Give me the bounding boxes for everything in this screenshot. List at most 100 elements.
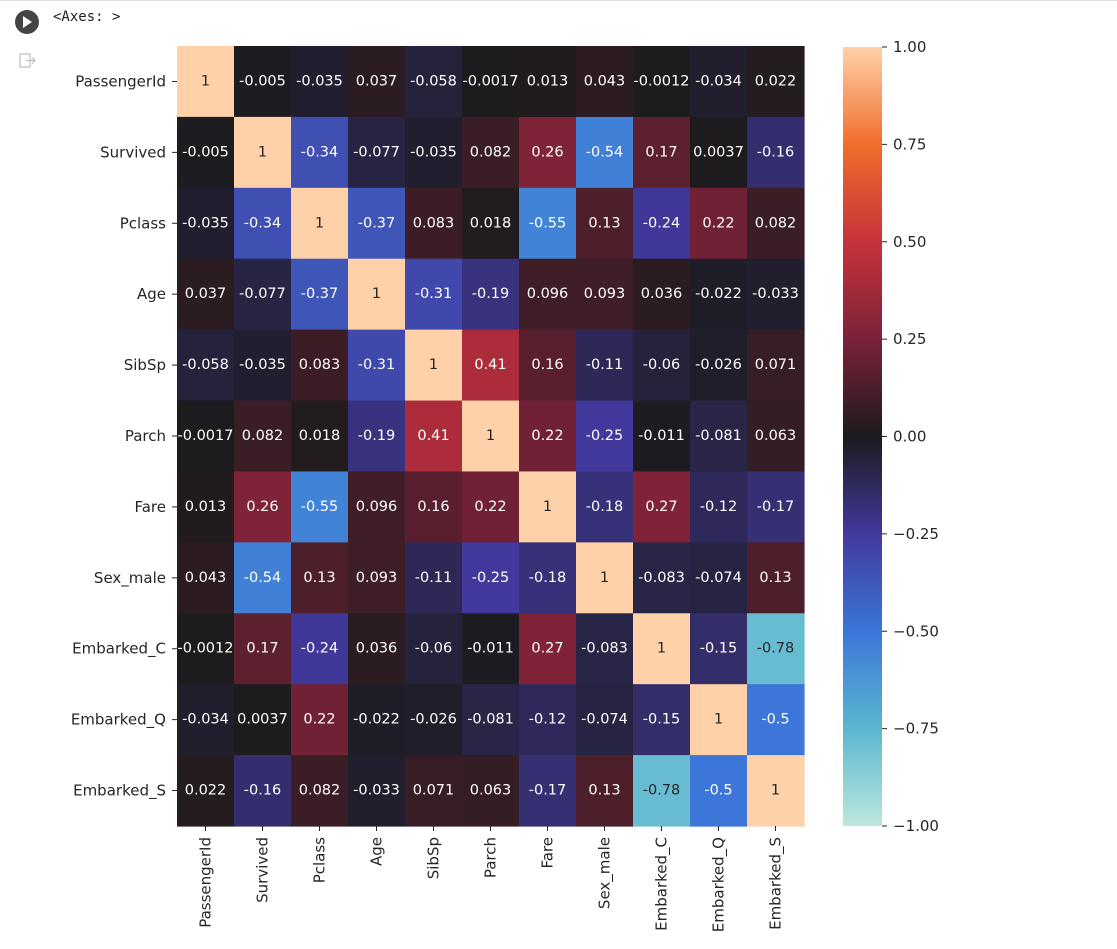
cell-output: 1 -0.005 -0.035 0.037 -0.058 -0.0017 0.013 0.04…: [48, 36, 1117, 945]
heatmap-cell-Embarked_C-Embarked_Q: [690, 613, 748, 685]
cell-value-label: 0.0037: [237, 712, 288, 728]
colorbar-tick-label: 0.75: [893, 135, 926, 153]
heatmap-cell-Embarked_Q-Embarked_Q: [690, 684, 748, 756]
colorbar-tick-label: 1.00: [893, 38, 926, 56]
x-tick-label: SibSp: [425, 837, 443, 879]
cell-value-label: -0.15: [643, 712, 681, 728]
heatmap-cell-Parch-Fare: [519, 400, 577, 473]
cell-value-label: 1: [657, 641, 666, 657]
x-tick-label: Age: [368, 837, 386, 866]
heatmap-cell-Embarked_S-Embarked_Q: [690, 755, 748, 827]
x-tick-label: Embarked_Q: [710, 837, 729, 932]
heatmap-cell-Parch-Pclass: [291, 400, 349, 473]
heatmap-cell-PassengerId-Sex_male: [576, 46, 634, 118]
heatmap-cell-Embarked_C-Pclass: [291, 613, 349, 685]
cell-value-label: -0.16: [757, 144, 795, 160]
heatmap-cell-Survived-Fare: [519, 116, 577, 189]
colorbar-tick-label: −0.50: [893, 622, 939, 640]
heatmap-cell-Sex_male-PassengerId: [177, 542, 235, 614]
heatmap-cell-Sex_male-Age: [348, 542, 406, 614]
cell-value-label: 1: [201, 73, 210, 89]
cell-value-label: 0.22: [531, 428, 563, 444]
heatmap-cell-Survived-Pclass: [291, 116, 349, 189]
heatmap-cell-Survived-PassengerId: [177, 116, 235, 189]
heatmap-cell-Fare-Age: [348, 471, 406, 543]
cell-value-label: -0.31: [415, 286, 453, 302]
heatmap-cell-SibSp-Embarked_C: [633, 329, 691, 402]
heatmap-cell-Sex_male-Embarked_C: [633, 542, 691, 614]
cell-value-label: 1: [429, 357, 438, 373]
heatmap-cell-SibSp-Survived: [234, 329, 292, 402]
cell-value-label: -0.077: [239, 286, 286, 302]
cell-value-label: 0.41: [474, 357, 506, 373]
cell-value-label: 0.082: [755, 215, 797, 231]
cell-value-label: -0.074: [695, 570, 742, 586]
cell-value-label: -0.035: [239, 357, 286, 373]
heatmap-cell-Pclass-SibSp: [405, 187, 463, 260]
cell-value-label: -0.5: [704, 783, 732, 799]
y-tick-label: Age: [137, 285, 166, 303]
heatmap-cell-Survived-Sex_male: [576, 116, 634, 189]
cell-value-label: 0.083: [413, 215, 455, 231]
heatmap-cell-SibSp-Age: [348, 329, 406, 402]
heatmap-cell-PassengerId-Pclass: [291, 46, 349, 118]
cell-value-label: 1: [315, 215, 324, 231]
cell-value-label: 0.036: [356, 641, 398, 657]
heatmap-cell-Fare-Sex_male: [576, 471, 634, 543]
heatmap-cell-Age-PassengerId: [177, 258, 235, 331]
cell-value-label: 0.26: [531, 144, 563, 160]
heatmap-cell-Age-SibSp: [405, 258, 463, 331]
cell-value-label: 0.022: [755, 73, 797, 89]
cell-value-label: 0.13: [588, 783, 620, 799]
heatmap-cell-Parch-Embarked_S: [747, 400, 805, 473]
x-tick-label: Fare: [539, 837, 557, 869]
heatmap-cell-Embarked_C-Survived: [234, 613, 292, 685]
run-cell-button[interactable]: [15, 10, 39, 34]
cell-value-label: 0.27: [645, 499, 677, 515]
heatmap-cell-Embarked_C-Age: [348, 613, 406, 685]
cell-value-label: 0.17: [246, 641, 278, 657]
cell-value-label: 0.16: [531, 357, 563, 373]
cell-value-label: -0.06: [643, 357, 681, 373]
cell-value-label: 0.063: [755, 428, 797, 444]
cell-value-label: -0.31: [358, 357, 396, 373]
heatmap-cell-Age-Embarked_Q: [690, 258, 748, 331]
cell-value-label: -0.035: [182, 215, 229, 231]
heatmap-cell-Embarked_Q-Pclass: [291, 684, 349, 756]
heatmap-cell-Fare-Fare: [519, 471, 577, 543]
output-arrow-icon[interactable]: [19, 53, 37, 69]
heatmap-cell-Sex_male-Embarked_Q: [690, 542, 748, 614]
heatmap-cell-Survived-Age: [348, 116, 406, 189]
heatmap-cell-Age-Fare: [519, 258, 577, 331]
x-tick-labels: PassengerId Survived Pclass Age SibSp Parch Fa…: [197, 826, 786, 932]
heatmap-cell-Parch-Sex_male: [576, 400, 634, 473]
cell-value-label: -0.37: [301, 286, 339, 302]
cell-value-label: 1: [714, 712, 723, 728]
heatmap-cell-Embarked_Q-Parch: [462, 684, 520, 756]
cell-value-label: 0.26: [246, 499, 278, 515]
y-tick-label: SibSp: [124, 356, 166, 374]
heatmap-cell-Embarked_Q-SibSp: [405, 684, 463, 756]
colorbar-tick-label: 0.25: [893, 330, 926, 348]
cell-value-label: -0.11: [415, 570, 453, 586]
heatmap-cell-Age-Embarked_C: [633, 258, 691, 331]
cell-value-label: -0.19: [358, 428, 396, 444]
x-tick-label: Sex_male: [596, 837, 615, 909]
cell-value-label: 0.096: [527, 286, 569, 302]
heatmap-cell-Survived-Survived: [234, 116, 292, 189]
heatmap-cell-SibSp-PassengerId: [177, 329, 235, 402]
colorbar-tick-label: 0.50: [893, 233, 926, 251]
cell-value-label: 1: [771, 783, 780, 799]
cell-value-label: -0.16: [244, 783, 282, 799]
y-tick-label: Embarked_Q: [71, 711, 166, 730]
cell-value-label: -0.17: [529, 783, 567, 799]
heatmap-cell-PassengerId-Survived: [234, 46, 292, 118]
heatmap-cell-Parch-Age: [348, 400, 406, 473]
cell-value-label: 1: [600, 570, 609, 586]
x-tick-label: Parch: [482, 837, 500, 878]
heatmap-cell-Pclass-Age: [348, 187, 406, 260]
heatmap-cell-PassengerId-Age: [348, 46, 406, 118]
cell-value-label: -0.54: [586, 144, 624, 160]
heatmap-cell-Age-Pclass: [291, 258, 349, 331]
heatmap-cell-Pclass-PassengerId: [177, 187, 235, 260]
